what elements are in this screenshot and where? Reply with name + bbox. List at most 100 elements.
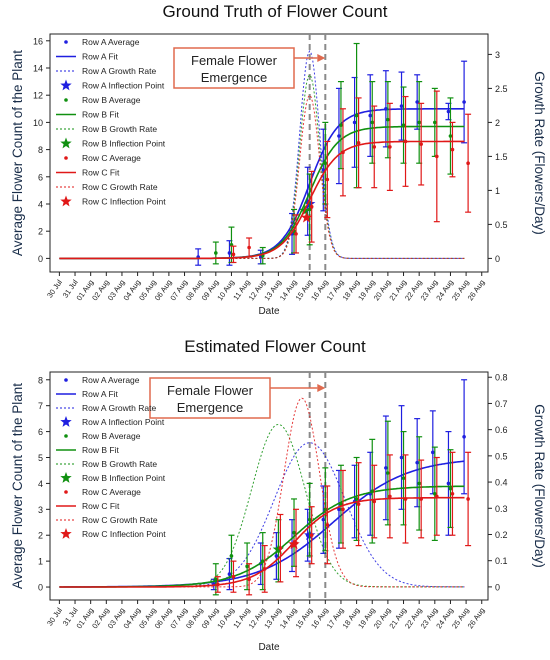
c1-inflection-star-1: [272, 543, 285, 555]
c0-y2-axis-label: Growth Rate (Flowers/Day): [532, 71, 547, 235]
c1-growth-rate-0: [59, 442, 465, 588]
c0-x-tick-label: 30 Jul: [45, 278, 64, 300]
chart-title-top: Ground Truth of Flower Count: [162, 2, 388, 21]
c1-legend-label: Row B Inflection Point: [82, 473, 166, 483]
c0-y-tick-label: 6: [38, 172, 43, 182]
c1-average-point: [245, 564, 249, 569]
c1-legend-label: Row A Inflection Point: [82, 417, 165, 427]
c0-average-point: [339, 123, 343, 127]
c0-y2-tick-label: 1: [495, 186, 500, 196]
c0-y-tick-label: 16: [33, 36, 43, 46]
c1-legend-label: Row B Fit: [82, 445, 119, 455]
c0-y2-tick-label: 0: [495, 254, 500, 264]
c0-average-point: [448, 134, 453, 138]
c1-average-point: [231, 574, 236, 579]
c1-annotation-line1: Female Flower: [167, 383, 254, 398]
c1-legend-marker-average: [64, 490, 68, 494]
c1-average-point: [450, 491, 455, 496]
c1-legend-marker-star: [60, 416, 72, 427]
c0-average-point: [384, 107, 388, 111]
c0-x-tick-label: 26 Aug: [466, 278, 487, 302]
c0-average-point: [227, 251, 232, 255]
c0-y2-tick-label: 3: [495, 50, 500, 60]
c1-y-tick-label: 6: [38, 427, 43, 437]
c0-y-tick-label: 12: [33, 91, 43, 101]
c0-y2-tick-label: 1.5: [495, 152, 508, 162]
c0-y-axis-label: Average Flower Count of the Plant: [10, 50, 25, 256]
c0-inflection-star-2: [300, 211, 313, 223]
c0-legend-label: Row A Growth Rate: [82, 66, 156, 76]
c0-legend-label: Row C Inflection Point: [82, 197, 166, 207]
c0-average-point: [309, 204, 314, 209]
c1-average-point: [435, 494, 439, 499]
c0-average-point: [354, 113, 359, 118]
c0-annotation-arrow-head: [317, 54, 326, 62]
c1-average-point: [403, 497, 408, 501]
c1-annotation-line2: Emergence: [177, 400, 243, 415]
c1-average-point: [401, 476, 406, 481]
c0-annotation-line1: Female Flower: [191, 53, 278, 68]
c0-legend-marker-star: [60, 137, 72, 149]
c1-legend-label: Row C Average: [82, 487, 141, 497]
c0-legend-label: Row C Average: [82, 153, 141, 163]
c1-legend-label: Row C Growth Rate: [82, 515, 158, 525]
c1-average-point: [399, 455, 404, 460]
c1-y2-tick-label: 0.5: [495, 451, 508, 461]
c0-average-point: [433, 120, 437, 125]
c0-y-tick-label: 10: [33, 118, 43, 128]
c1-average-point: [462, 434, 466, 439]
c1-x-axis-label: Date: [258, 642, 280, 653]
c1-legend-marker-star: [60, 528, 72, 539]
c1-legend-marker-star: [60, 472, 72, 483]
c1-y2-tick-label: 0.3: [495, 504, 508, 514]
c0-average-point: [435, 154, 439, 159]
c1-legend-label: Row C Fit: [82, 501, 120, 511]
c0-average-point: [370, 120, 375, 125]
c0-average-point: [401, 123, 406, 127]
c0-average-point: [337, 134, 341, 138]
c0-x-axis-label: Date: [258, 306, 280, 317]
c1-average-point: [446, 481, 451, 486]
c1-legend-marker-average: [64, 434, 68, 438]
c1-y2-tick-label: 0: [495, 582, 500, 592]
c1-y2-tick-label: 0.1: [495, 556, 508, 566]
c1-average-point: [388, 494, 392, 499]
c1-y2-tick-label: 0.7: [495, 399, 508, 409]
c0-y2-tick-label: 0.5: [495, 220, 508, 230]
c1-average-point: [433, 491, 437, 496]
c1-y-tick-label: 0: [38, 583, 43, 593]
c1-average-point: [337, 507, 341, 512]
c0-average-point: [462, 100, 466, 104]
c0-y-tick-label: 0: [38, 254, 43, 264]
c1-fit-line-2: [59, 496, 465, 588]
c1-y2-tick-label: 0.2: [495, 530, 508, 540]
c0-y2-tick-label: 2: [495, 118, 500, 128]
c0-legend-label: Row C Fit: [82, 168, 120, 178]
c1-legend-label: Row A Growth Rate: [82, 403, 156, 413]
c1-y2-tick-label: 0.4: [495, 478, 508, 488]
c0-legend-marker-star: [60, 79, 72, 91]
c1-average-point: [384, 466, 388, 470]
c1-y-tick-label: 7: [38, 401, 43, 411]
c1-legend-label: Row B Growth Rate: [82, 459, 157, 469]
c1-average-point: [325, 523, 330, 527]
c0-legend-label: Row B Average: [82, 95, 141, 105]
c1-y2-axis-label: Growth Rate (Flowers/Day): [532, 404, 547, 568]
c1-inflection-star-2: [288, 538, 300, 550]
c1-legend-label: Row C Inflection Point: [82, 529, 166, 539]
c1-average-point: [431, 450, 435, 455]
c1-average-point: [292, 530, 296, 535]
c1-average-point: [417, 481, 421, 486]
c0-legend-label: Row B Fit: [82, 110, 119, 120]
c1-average-point: [372, 499, 377, 504]
c0-y-tick-label: 4: [38, 200, 43, 210]
c0-average-point: [419, 142, 423, 146]
c1-x-tick-label: 26 Aug: [466, 606, 487, 630]
c1-average-point: [260, 559, 265, 563]
c1-average-point: [466, 497, 470, 501]
c0-annotation-box: [173, 47, 295, 89]
c0-average-point: [325, 177, 330, 182]
c1-average-point: [262, 567, 267, 571]
